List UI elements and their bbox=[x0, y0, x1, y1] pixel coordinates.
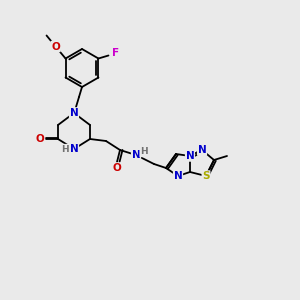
Text: H: H bbox=[140, 148, 148, 157]
Text: O: O bbox=[112, 163, 122, 173]
Text: S: S bbox=[202, 171, 210, 181]
Text: N: N bbox=[174, 171, 182, 181]
Text: O: O bbox=[51, 41, 60, 52]
Text: F: F bbox=[112, 49, 119, 58]
Text: O: O bbox=[36, 134, 44, 144]
Text: N: N bbox=[70, 108, 78, 118]
Text: N: N bbox=[198, 145, 206, 155]
Text: N: N bbox=[70, 144, 78, 154]
Text: N: N bbox=[186, 151, 194, 161]
Text: H: H bbox=[61, 145, 69, 154]
Text: N: N bbox=[132, 150, 140, 160]
